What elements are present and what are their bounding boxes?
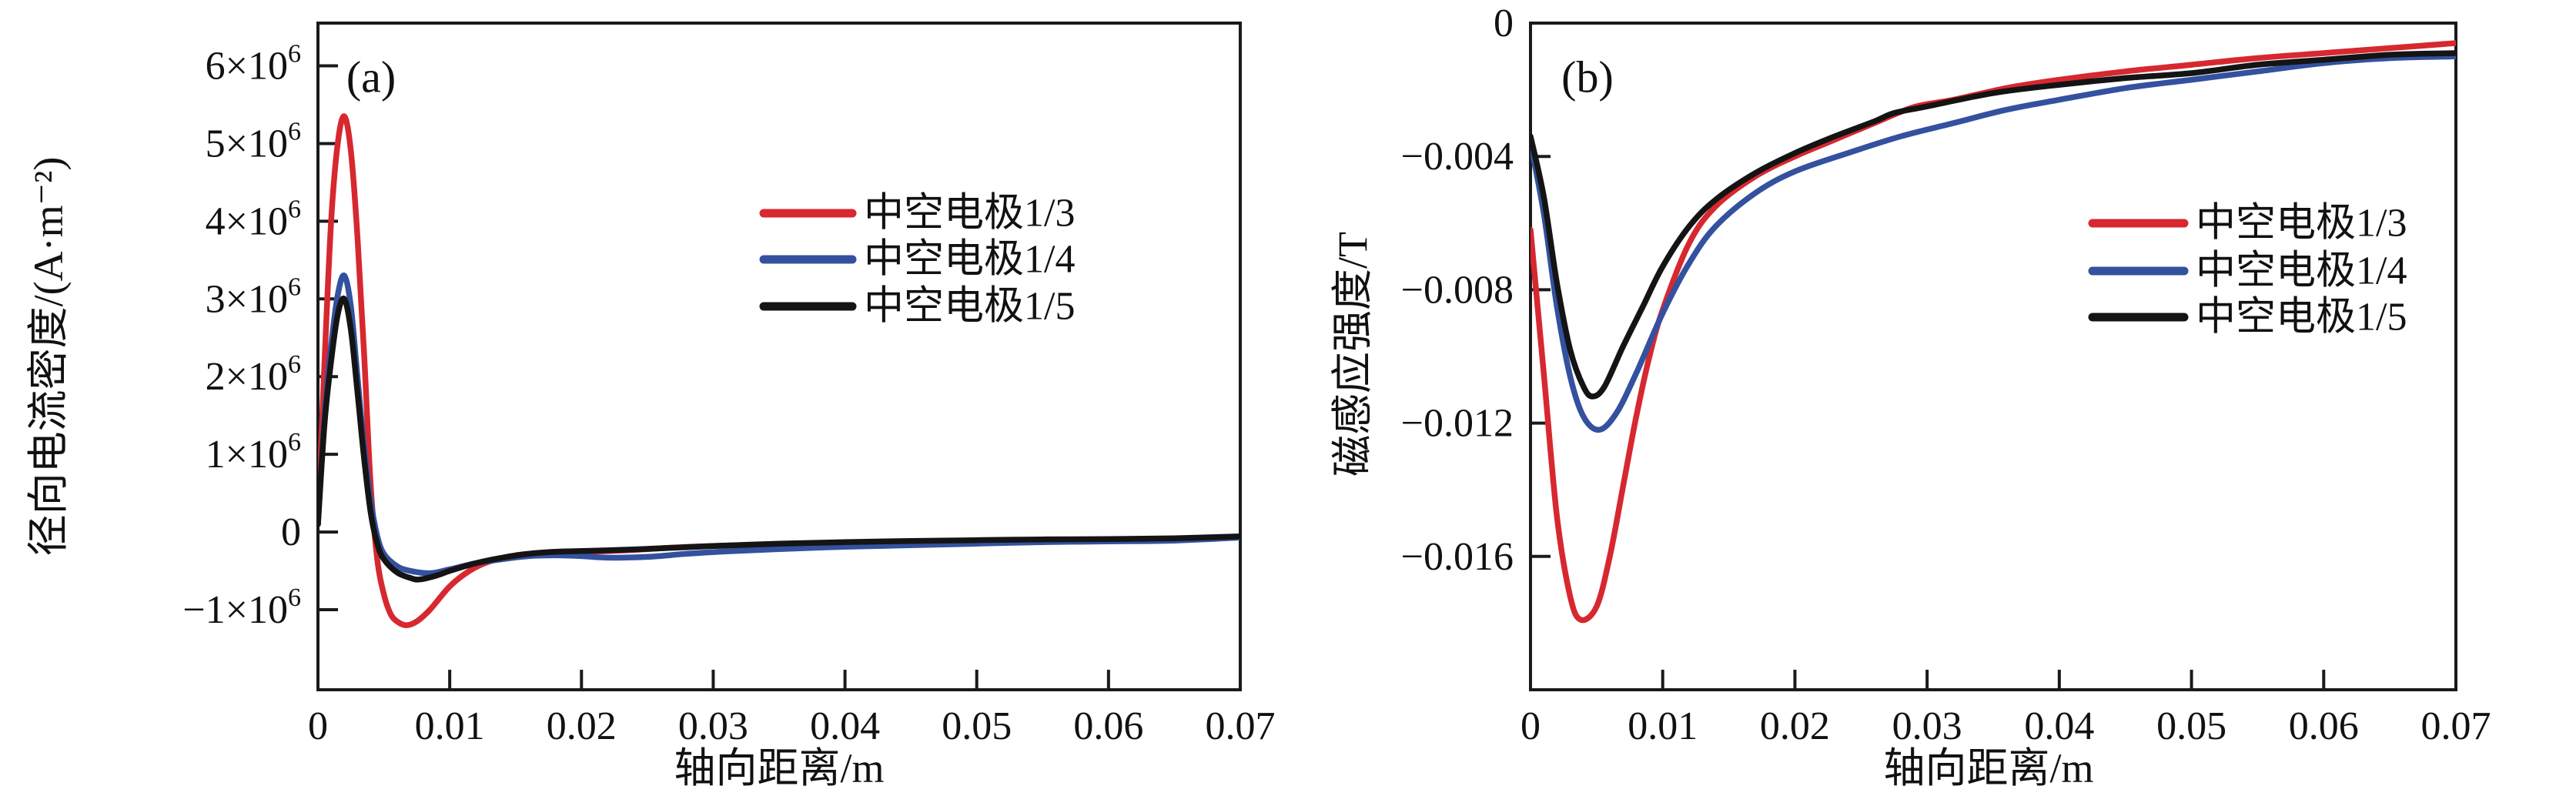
panel-b-plot-area: 0 0.01 0.02 0.03 0.04 0.05 0.06 0.07 0 −0.004 −0.0… — [1401, 2, 2491, 748]
legend-label-blue: 中空电极1/4 — [2196, 249, 2407, 293]
y-tick-label: 4×106 — [206, 195, 301, 243]
panel-a-legend: 中空电极1/3 中空电极1/4 中空电极1/5 — [759, 192, 1075, 329]
mantissa: 6×10 — [206, 45, 288, 89]
plot-frame — [1529, 22, 2457, 691]
x-tick-label: 0.04 — [810, 704, 880, 748]
y-tick-label: 0 — [1494, 2, 1514, 45]
x-tick-label: 0.04 — [2024, 704, 2094, 748]
plot-frame — [316, 22, 1242, 691]
x-tick-label: 0.02 — [547, 704, 617, 748]
mantissa: 5×10 — [206, 122, 288, 166]
x-tick-label: 0 — [308, 704, 328, 748]
mantissa: 4×10 — [206, 199, 288, 243]
legend-label-black: 中空电极1/5 — [864, 285, 1075, 329]
exponent: 6 — [288, 40, 301, 69]
panel-a-plot-area: 0 0.01 0.02 0.03 0.04 0.05 0.06 0.076×1065×1064… — [182, 22, 1276, 748]
x-tick-label: 0 — [1521, 704, 1541, 748]
y-tick-label: 0 — [281, 510, 301, 554]
exponent: 6 — [288, 117, 301, 145]
legend-label-red: 中空电极1/3 — [2196, 202, 2407, 246]
panel-b-series-2-curve — [1531, 50, 2456, 400]
x-tick-label: 0.03 — [678, 704, 748, 748]
y-tick-label: 5×106 — [206, 117, 301, 166]
y-tick-label: 6×106 — [206, 40, 301, 89]
panel-b-letter: (b) — [1561, 52, 1614, 102]
legend-label-red: 中空电极1/3 — [864, 192, 1075, 236]
x-tick-label: 0.05 — [2156, 704, 2226, 748]
exponent: 6 — [288, 195, 301, 223]
y-tick-label: −0.004 — [1401, 135, 1514, 179]
y-tick-label: 1×106 — [206, 428, 301, 477]
y-tick-label: −0.012 — [1401, 402, 1514, 446]
mantissa: 3×10 — [206, 277, 288, 321]
x-tick-label: 0.01 — [415, 704, 485, 748]
x-tick-label: 0.03 — [1892, 704, 1962, 748]
panel-a-series-1-curve — [318, 272, 1240, 577]
y-tick-label: −0.016 — [1401, 535, 1514, 579]
panel-a-letter: (a) — [346, 52, 396, 102]
exponent: 6 — [288, 428, 301, 457]
panel-b-x-axis-title: 轴向距离/m — [1883, 745, 2093, 791]
exponent: 6 — [288, 350, 301, 379]
y-tick-label: 2×106 — [206, 350, 301, 399]
x-tick-label: 0.01 — [1628, 704, 1698, 748]
mantissa: 1×10 — [206, 433, 288, 477]
panel-b-y-axis-title: 磁感应强度/T — [1330, 232, 1376, 477]
y-tick-label: −0.008 — [1401, 268, 1514, 312]
panel-b-series-1-curve — [1531, 53, 2456, 433]
x-tick-label: 0.07 — [1206, 704, 1276, 748]
x-tick-label: 0.06 — [2289, 704, 2359, 748]
x-tick-label: 0.06 — [1073, 704, 1143, 748]
mantissa: 2×10 — [206, 355, 288, 399]
panel-a-x-axis-title: 轴向距离/m — [674, 745, 884, 791]
panel-a-series-2-curve — [318, 295, 1240, 583]
mantissa: −1×10 — [182, 588, 288, 632]
legend-label-black: 中空电极1/5 — [2196, 296, 2407, 339]
x-tick-label: 0.02 — [1760, 704, 1830, 748]
exponent: 6 — [288, 584, 301, 612]
panel-a-y-axis-title: 径向电流密度/(A·m⁻²) — [25, 157, 72, 557]
y-tick-label: 3×106 — [206, 273, 301, 321]
legend-label-blue: 中空电极1/4 — [864, 238, 1075, 282]
y-tick-label: −1×106 — [182, 584, 301, 632]
x-tick-label: 0.07 — [2421, 704, 2491, 748]
x-tick-label: 0.05 — [942, 704, 1012, 748]
panel-b-series-0-curve — [1531, 40, 2456, 624]
panel-b-legend: 中空电极1/3 中空电极1/4 中空电极1/5 — [2088, 202, 2407, 339]
exponent: 6 — [288, 273, 301, 301]
